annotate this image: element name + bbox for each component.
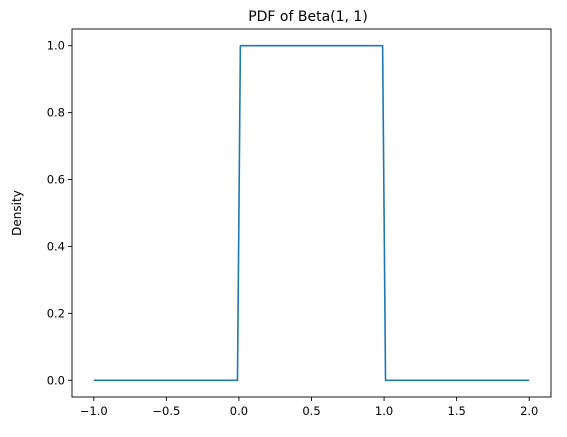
x-tick-label: 0.0 <box>230 404 248 418</box>
series-line-0 <box>93 44 530 382</box>
y-tick-label: 0.8 <box>47 106 65 120</box>
x-tick-label: 1.0 <box>375 404 393 418</box>
x-tick-label: −1.0 <box>80 404 108 418</box>
plot-layer <box>93 44 530 382</box>
x-tick-label: 1.5 <box>448 404 466 418</box>
axes-frame <box>71 28 552 398</box>
x-tick-label: 2.0 <box>520 404 538 418</box>
y-tick-label: 0.2 <box>47 306 65 320</box>
y-tick-label: 0.0 <box>47 373 65 387</box>
y-tick-label: 1.0 <box>47 39 65 53</box>
y-axis-label: Density <box>10 190 24 236</box>
chart-title: PDF of Beta(1, 1) <box>248 9 368 25</box>
x-tick-label: 0.5 <box>302 404 320 418</box>
axes-layer: −1.0 −0.5 0.0 0.5 1.0 1.5 2.0 0.0 0.2 0.4 0.6 0.8 1.… <box>47 28 552 418</box>
y-tick-label: 0.6 <box>47 173 65 187</box>
y-tick-label: 0.4 <box>47 239 65 253</box>
x-tick-label: −0.5 <box>152 404 180 418</box>
